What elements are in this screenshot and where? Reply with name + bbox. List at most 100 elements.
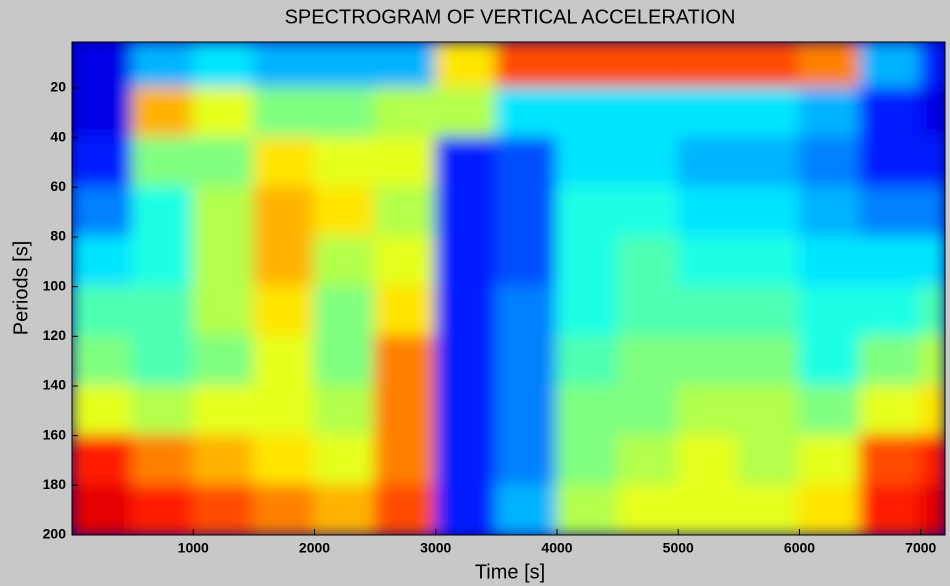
heatmap-cell	[374, 285, 437, 338]
y-tick-label: 140	[43, 377, 67, 393]
heatmap-cell	[434, 186, 498, 238]
heatmap-cell	[313, 285, 377, 338]
heatmap-cell	[798, 86, 862, 139]
heatmap-cell	[798, 186, 862, 238]
heatmap-cell	[374, 42, 437, 89]
heatmap-cell	[72, 86, 134, 139]
heatmap-cell	[556, 434, 619, 487]
heatmap-cell	[72, 335, 134, 387]
heatmap-cell	[131, 136, 195, 189]
y-axis-label: Periods [s]	[10, 241, 32, 335]
x-tick-label: 1000	[178, 540, 209, 556]
heatmap-cell	[131, 42, 195, 89]
heatmap-cell	[252, 86, 316, 139]
heatmap-cell	[556, 335, 619, 387]
heatmap-cell	[798, 136, 862, 189]
heatmap-cell	[313, 86, 377, 139]
heatmap-cell	[252, 484, 316, 535]
heatmap-cell	[919, 186, 945, 238]
heatmap-cell	[434, 42, 498, 89]
heatmap-cell	[616, 285, 680, 338]
heatmap-cell	[859, 235, 922, 288]
heatmap-cell	[919, 434, 945, 487]
heatmap-cell	[131, 86, 195, 139]
heatmap-cell	[737, 434, 801, 487]
heatmap-cell	[919, 86, 945, 139]
heatmap-cell	[616, 86, 680, 139]
heatmap-cell	[616, 434, 680, 487]
heatmap-cell	[192, 136, 255, 189]
heatmap-cell	[495, 335, 558, 387]
x-tick-label: 3000	[420, 540, 451, 556]
heatmap-cell	[556, 86, 619, 139]
heatmap-cell	[616, 335, 680, 387]
heatmap-cell	[677, 484, 740, 535]
y-tick-label: 100	[43, 277, 67, 293]
y-tick-label: 60	[50, 178, 66, 194]
heatmap-cell	[677, 235, 740, 288]
heatmap-cell	[131, 434, 195, 487]
x-tick-label: 2000	[299, 540, 330, 556]
x-axis-label: Time [s]	[475, 561, 545, 583]
heatmap-cell	[919, 136, 945, 189]
heatmap-cell	[495, 86, 558, 139]
heatmap-cell	[313, 186, 377, 238]
heatmap-cell	[616, 384, 680, 437]
heatmap-cell	[434, 136, 498, 189]
heatmap-cell	[72, 484, 134, 535]
heatmap-cell	[737, 86, 801, 139]
heatmap-cell	[374, 335, 437, 387]
heatmap-cell	[131, 186, 195, 238]
heatmap-cell	[798, 384, 862, 437]
heatmap-cell	[374, 186, 437, 238]
heatmap-cell	[495, 384, 558, 437]
heatmap-cell	[313, 235, 377, 288]
heatmap-cell	[374, 384, 437, 437]
heatmap-cell	[798, 285, 862, 338]
heatmap-cell	[495, 235, 558, 288]
y-tick-label: 200	[43, 526, 67, 542]
heatmap-cell	[252, 136, 316, 189]
heatmap-cell	[859, 285, 922, 338]
heatmap-cell	[72, 285, 134, 338]
heatmap-cell	[434, 384, 498, 437]
heatmap-cell	[374, 235, 437, 288]
x-tick-label: 7000	[905, 540, 936, 556]
heatmap-cell	[252, 235, 316, 288]
heatmap-cell	[192, 285, 255, 338]
heatmap-cell	[131, 335, 195, 387]
heatmap-cell	[556, 186, 619, 238]
heatmap-cell	[252, 285, 316, 338]
heatmap-cell	[919, 484, 945, 535]
heatmap-cell	[556, 136, 619, 189]
heatmap-cell	[434, 235, 498, 288]
heatmap-cell	[313, 384, 377, 437]
y-tick-label: 180	[43, 476, 67, 492]
heatmap-cell	[495, 434, 558, 487]
heatmap-cell	[72, 186, 134, 238]
heatmap-cell	[192, 186, 255, 238]
heatmap-cell	[131, 285, 195, 338]
heatmap-cell	[495, 42, 558, 89]
heatmap-cell	[495, 484, 558, 535]
heatmap-cell	[434, 434, 498, 487]
heatmap-cell	[313, 335, 377, 387]
heatmap-cell	[252, 434, 316, 487]
heatmap-cell	[798, 484, 862, 535]
heatmap-cell	[131, 235, 195, 288]
heatmap-cell	[556, 235, 619, 288]
heatmap-cell	[313, 136, 377, 189]
x-tick-label: 6000	[784, 540, 815, 556]
heatmap-cell	[798, 42, 862, 89]
heatmap-cell	[737, 484, 801, 535]
heatmap-cell	[737, 186, 801, 238]
heatmap-cell	[374, 434, 437, 487]
heatmap-cell	[131, 484, 195, 535]
heatmap-cell	[556, 42, 619, 89]
heatmap-cell	[677, 335, 740, 387]
heatmap-cell	[374, 136, 437, 189]
heatmap-cell	[859, 186, 922, 238]
heatmap-cell	[495, 285, 558, 338]
heatmap-cell	[495, 136, 558, 189]
y-tick-label: 160	[43, 426, 67, 442]
